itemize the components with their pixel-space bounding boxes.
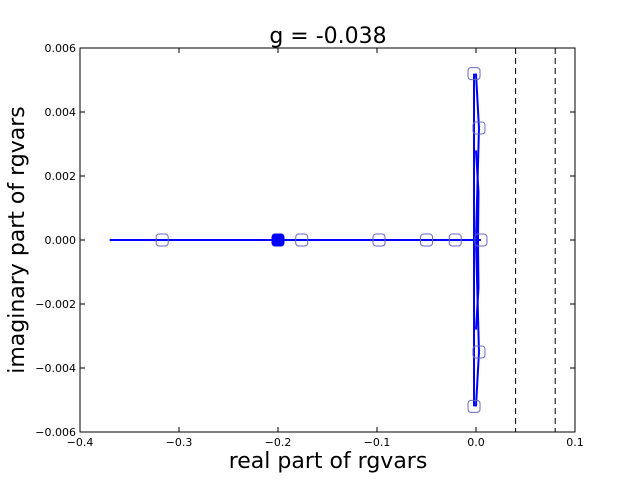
point-marker xyxy=(420,233,433,247)
series-line xyxy=(475,150,480,330)
point-marker xyxy=(474,233,488,247)
series-line xyxy=(475,73,480,407)
plot-area xyxy=(109,48,556,432)
point-marker xyxy=(472,345,486,359)
y-axis-label: imaginary part of rgvars xyxy=(5,106,30,374)
point-marker xyxy=(372,233,386,247)
filled-point-marker xyxy=(271,233,285,247)
point-marker xyxy=(155,233,169,247)
point-marker xyxy=(467,399,481,413)
point-marker xyxy=(448,233,462,247)
point-marker xyxy=(472,121,486,135)
y-tick-label: −0.006 xyxy=(35,426,76,439)
y-tick-label: −0.002 xyxy=(35,298,76,311)
y-tick-label: 0.004 xyxy=(45,106,77,119)
x-tick-label: 0.1 xyxy=(566,436,584,449)
y-tick-label: 0.000 xyxy=(45,234,77,247)
x-tick-label: −0.3 xyxy=(166,436,193,449)
x-axis-label: real part of rgvars xyxy=(229,449,428,474)
chart-title: g = -0.038 xyxy=(269,24,386,49)
point-marker xyxy=(295,233,309,247)
x-tick-label: −0.1 xyxy=(364,436,391,449)
x-tick-label: −0.2 xyxy=(265,436,292,449)
x-tick-label: −0.4 xyxy=(67,436,94,449)
point-marker xyxy=(467,67,481,81)
y-tick-label: 0.002 xyxy=(45,170,77,183)
x-tick-label: 0.0 xyxy=(467,436,485,449)
y-tick-label: −0.004 xyxy=(35,362,76,375)
y-tick-label: 0.006 xyxy=(45,42,77,55)
axis-ticks: −0.4 −0.3 −0.2 −0.1 0.0 0.1 −0.006 −0.004 −0.002… xyxy=(35,42,583,449)
